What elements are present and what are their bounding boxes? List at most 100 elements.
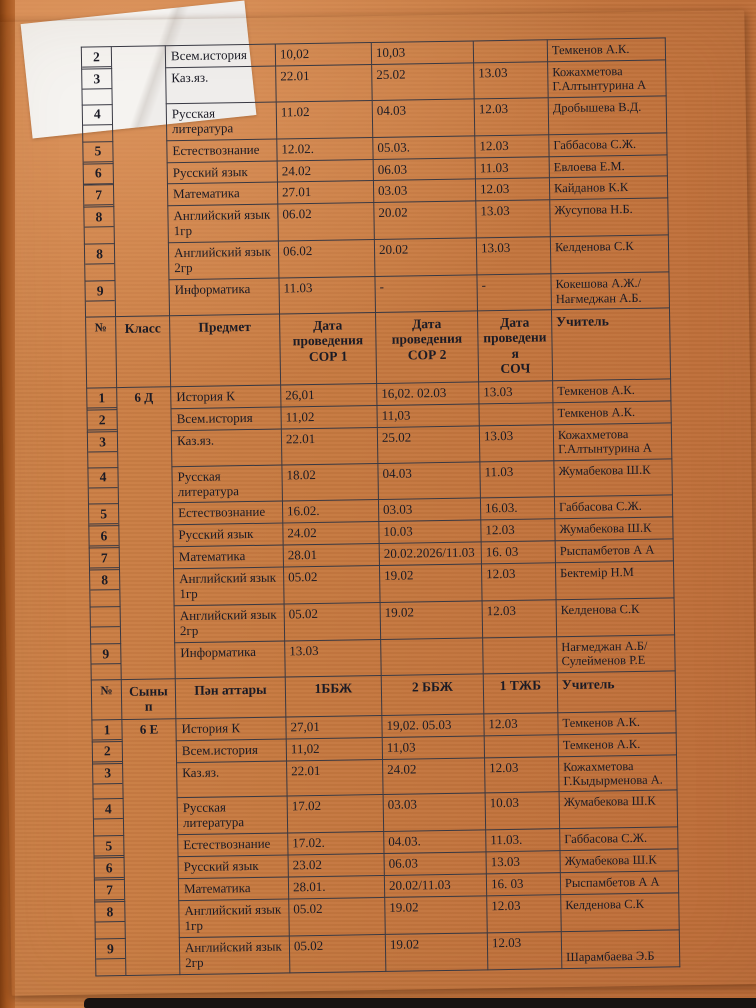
sor1-date-cell: 18.02 [281, 463, 379, 502]
soch-date-cell: 13.03 [473, 61, 549, 99]
sor1-date-cell: 11,02 [286, 737, 383, 761]
sor2-date-cell: 19.02 [384, 895, 488, 935]
sor2-date-cell: 20.02/11.03 [384, 874, 487, 898]
row-number-box: 1 [92, 719, 122, 741]
row-number-cell: 9 [90, 643, 122, 680]
teacher-cell: Жумабекова Ш.К [559, 849, 679, 873]
subject-cell: Каз.яз. [165, 65, 277, 104]
row-number-box: 6 [89, 526, 119, 547]
sor1-date-cell: 06.02 [278, 239, 375, 279]
soch-date-cell: 12.03 [486, 894, 562, 933]
sor1-date-cell: 22.01 [286, 759, 384, 797]
subject-cell: Английский язык 2гр [174, 604, 285, 643]
row-number-box: 3 [87, 431, 118, 453]
column-header-num: № [91, 679, 122, 720]
sor2-date-cell: 25.02 [371, 62, 475, 101]
subject-cell: Русская литература [177, 796, 288, 835]
sor1-date-cell: 13.03 [284, 639, 382, 677]
subject-cell: Английский язык 2гр [168, 241, 279, 280]
teacher-cell: Жумабекова Ш.К [553, 458, 673, 498]
sor2-date-cell: 04.03 [377, 461, 481, 500]
teacher-cell: Кайданов К.К [549, 176, 668, 201]
sor2-date-cell: 06.03 [384, 852, 487, 876]
subject-cell: Естествознание [177, 833, 289, 857]
sor2-date-cell: 03.03 [378, 498, 481, 522]
column-header-sor1: Дата проведения СОР 1 [279, 312, 377, 385]
row-number-box: 7 [83, 185, 114, 207]
column-header-class: Сынып [121, 678, 176, 720]
sor2-date-cell: 25.02 [377, 425, 480, 464]
subject-cell: Математика [167, 182, 278, 207]
sor2-date-cell: 04.03 [372, 98, 475, 138]
column-header-sor2: 2 ББЖ [381, 673, 484, 716]
teacher-cell: Темкенов А.К. [552, 378, 671, 403]
class-cell [111, 45, 170, 317]
sor1-date-cell: 05.02 [283, 565, 381, 605]
soch-date-cell: 12.03 [480, 519, 556, 543]
sor2-date-cell: 11,03 [382, 735, 485, 760]
sor2-date-cell: 10,03 [371, 40, 474, 65]
row-number-cell: 7 [83, 185, 114, 208]
soch-date-cell: 10.03 [485, 792, 560, 831]
row-number-cell: 2 [92, 741, 123, 764]
row-number-cell [90, 606, 121, 645]
teacher-cell: Бектемір Н.М [555, 561, 675, 600]
subject-cell: Естествознание [172, 501, 283, 526]
row-number-cell: 8 [84, 243, 115, 282]
soch-date-cell: 13.03 [479, 424, 554, 462]
row-number-box: 8 [90, 570, 120, 591]
row-number-cell: 6 [94, 857, 125, 881]
sor1-date-cell: 27.01 [277, 180, 374, 205]
row-number-cell: 4 [87, 467, 119, 505]
sor1-date-cell: 27,01 [285, 715, 383, 739]
desk-left-edge [0, 0, 15, 1008]
subject-cell: Каз.яз. [171, 428, 282, 467]
sor1-date-cell: 16.02. [282, 499, 379, 524]
sor2-date-cell: 19.02 [380, 601, 483, 640]
soch-date-cell [484, 734, 559, 758]
row-number-cell: 6 [83, 163, 114, 186]
sor1-date-cell: 24.02 [277, 159, 374, 183]
row-number-cell: 8 [94, 901, 126, 939]
row-number-box: 9 [95, 938, 126, 960]
schedule-table: 2 Всем.история 10,02 10,03 Темкенов А.К. 3 Каз… [81, 37, 681, 976]
soch-date-cell: 13.03 [485, 850, 561, 875]
sor1-date-cell: 11,02 [280, 405, 378, 429]
sor2-date-cell: 11,03 [376, 403, 480, 428]
teacher-cell: Габбасова С.Ж. [554, 495, 673, 520]
teacher-cell: Келденова С.К [550, 235, 669, 274]
sor2-date-cell: 04.03. [383, 830, 486, 854]
sor1-date-cell: 12.02. [276, 137, 374, 161]
subject-cell: Русская литература [171, 464, 283, 504]
column-header-class: Класс [115, 315, 171, 388]
soch-date-cell: 13.03 [475, 200, 551, 239]
column-header-soch: 1 ТЖБ [483, 672, 558, 714]
soch-date-cell: 16. 03 [481, 541, 556, 565]
sor1-date-cell: 28.01 [283, 543, 380, 568]
row-number-box: 7 [89, 548, 119, 569]
column-header-sor2: Дата проведения СОР 2 [375, 310, 479, 384]
teacher-cell: Нағмеджан А.Б/Сулейменов Р.Е [556, 634, 676, 673]
row-number-box: 6 [94, 858, 124, 879]
sor1-date-cell: 11.03 [278, 276, 376, 314]
sor2-date-cell: 19,02. 05.03 [381, 713, 485, 738]
sor2-date-cell: 06.03 [373, 157, 476, 181]
row-number-box: 4 [82, 104, 113, 126]
sor2-date-cell: 03.03 [383, 793, 486, 832]
subject-cell: Английский язык 1гр [178, 899, 290, 938]
soch-date-cell: 11.03. [485, 828, 560, 853]
row-number-box: 1 [87, 388, 117, 409]
column-header-subject: Предмет [169, 313, 281, 387]
sor1-date-cell: 17.02 [287, 794, 384, 834]
sor1-date-cell: 10,02 [275, 42, 372, 66]
row-number-cell: 4 [93, 798, 124, 837]
row-number-box: 2 [92, 741, 123, 763]
teacher-cell: Дробышева В.Д. [548, 95, 667, 135]
teacher-cell: Кожахметова Г.Алтынтурина А [553, 422, 672, 461]
row-number-box: 7 [94, 880, 125, 901]
subject-cell: Математика [178, 877, 289, 901]
soch-date-cell: 12.03 [487, 931, 562, 970]
bottom-dark-bar [84, 998, 756, 1008]
teacher-cell: Рыспамбетов А А [560, 870, 679, 895]
teacher-cell: Кокешова А.Ж./ Нағмеджан А.Б. [550, 272, 670, 310]
